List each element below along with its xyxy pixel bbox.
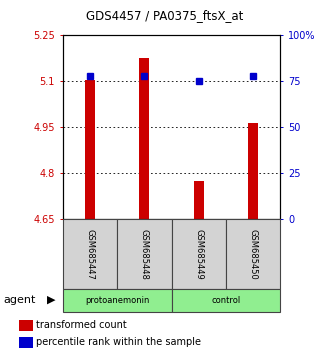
Bar <box>248 123 258 219</box>
Bar <box>117 219 172 289</box>
Bar <box>172 289 280 312</box>
Text: agent: agent <box>3 295 36 305</box>
Text: GSM685448: GSM685448 <box>140 229 149 279</box>
Bar <box>19 337 33 348</box>
Text: GDS4457 / PA0375_ftsX_at: GDS4457 / PA0375_ftsX_at <box>86 10 244 22</box>
Text: transformed count: transformed count <box>36 320 127 331</box>
Bar <box>85 80 95 219</box>
Bar <box>19 320 33 331</box>
Text: control: control <box>212 296 241 304</box>
Text: percentile rank within the sample: percentile rank within the sample <box>36 337 201 347</box>
Text: GSM685447: GSM685447 <box>85 229 94 279</box>
Bar <box>226 219 280 289</box>
Text: GSM685450: GSM685450 <box>249 229 258 279</box>
Text: ▶: ▶ <box>47 295 55 305</box>
Bar <box>172 219 226 289</box>
Bar <box>63 219 117 289</box>
Bar <box>63 289 172 312</box>
Text: protoanemonin: protoanemonin <box>85 296 149 304</box>
Text: GSM685449: GSM685449 <box>194 229 203 279</box>
Bar <box>140 58 149 219</box>
Bar <box>194 181 204 219</box>
